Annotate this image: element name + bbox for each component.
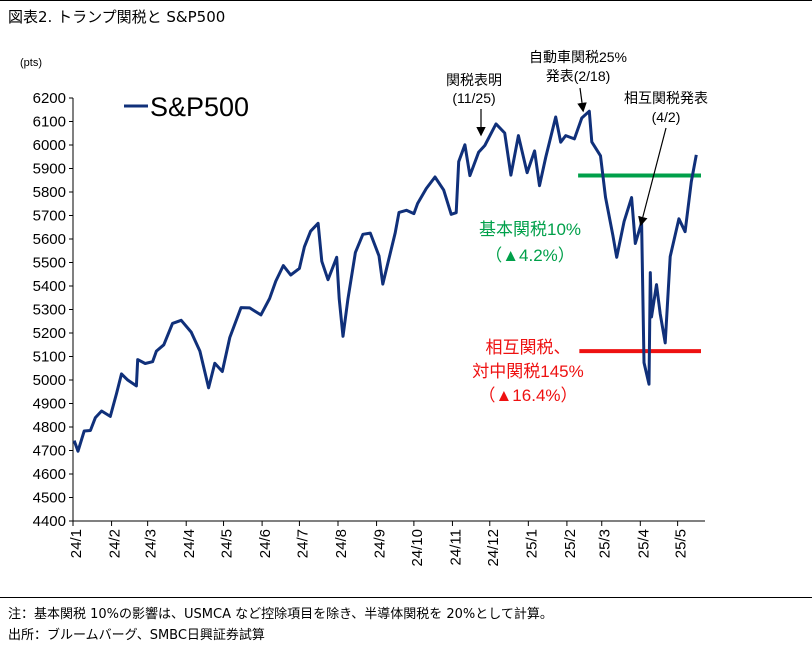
sp500-chart: (pts) 4400 4500 4600 4700 4800 4900 5000 5100 52… <box>20 49 708 567</box>
x-tick-label: 25/5 <box>673 529 690 558</box>
x-tick-label: 25/3 <box>597 529 614 558</box>
base-tariff-change: （▲4.2%） <box>485 246 575 265</box>
y-tick-label: 4900 <box>33 396 66 413</box>
y-tick-label: 5600 <box>33 231 66 248</box>
y-tick-label: 5300 <box>33 302 66 319</box>
y-axis-ticks: 4400 4500 4600 4700 4800 4900 5000 5100 5200 5300… <box>33 90 73 530</box>
x-tick-label: 25/4 <box>635 529 652 558</box>
x-tick-label: 24/12 <box>485 529 502 567</box>
event3-date: (4/2) <box>652 109 681 125</box>
y-tick-label: 5200 <box>33 325 66 342</box>
y-tick-label: 4400 <box>33 513 66 530</box>
event2-label: 自動車関税25% <box>529 49 627 65</box>
event2-arrow <box>577 87 587 113</box>
x-tick-label: 24/6 <box>257 529 274 558</box>
event2-date: 発表(2/18) <box>546 68 611 84</box>
y-tick-label: 5800 <box>33 184 66 201</box>
x-tick-label: 24/2 <box>107 529 124 558</box>
x-axis-ticks: 24/1 24/2 24/3 24/4 24/5 24/6 24/7 24/8 24/9 24/1… <box>68 521 690 567</box>
x-tick-label: 24/4 <box>181 529 198 558</box>
y-tick-label: 5100 <box>33 349 66 366</box>
x-tick-label: 25/2 <box>562 529 579 558</box>
sp500-series-line <box>72 109 698 453</box>
y-tick-label: 5400 <box>33 278 66 295</box>
china-tariff-label: 対中関税145% <box>472 362 583 381</box>
y-tick-label: 4600 <box>33 466 66 483</box>
legend-label: S&P500 <box>150 92 249 122</box>
bottom-rule <box>0 597 812 598</box>
x-tick-label: 24/3 <box>143 529 160 558</box>
reciprocal-tariff-change: （▲16.4%） <box>478 386 577 405</box>
figure-title: 図表2. トランプ関税と S&P500 <box>8 8 226 26</box>
base-tariff-label: 基本関税10% <box>479 220 581 239</box>
y-tick-label: 4500 <box>33 490 66 507</box>
y-tick-label: 4700 <box>33 443 66 460</box>
y-tick-label: 6100 <box>33 114 66 131</box>
x-tick-label: 24/10 <box>409 529 426 567</box>
x-tick-label: 24/7 <box>294 529 311 558</box>
x-tick-label: 24/9 <box>372 529 389 558</box>
x-tick-label: 24/8 <box>333 529 350 558</box>
top-rule <box>0 0 812 1</box>
event1-label: 関税表明 <box>446 72 502 88</box>
y-tick-label: 5700 <box>33 208 66 225</box>
event1-date: (11/25) <box>452 90 495 106</box>
x-tick-label: 24/11 <box>447 529 464 565</box>
x-tick-label: 24/5 <box>219 529 236 558</box>
unit-label: (pts) <box>20 57 42 69</box>
footnote: 注：基本関税 10%の影響は、USMCA など控除項目を除き、半導体関税を 20… <box>8 607 553 622</box>
y-tick-label: 4800 <box>33 419 66 436</box>
y-tick-label: 5000 <box>33 372 66 389</box>
x-tick-label: 25/1 <box>523 529 540 558</box>
event3-label: 相互関税発表 <box>624 90 708 106</box>
source-note: 出所：ブルームバーグ、SMBC日興証券試算 <box>8 628 265 643</box>
y-tick-label: 5900 <box>33 161 66 178</box>
reciprocal-tariff-label: 相互関税、 <box>486 338 571 357</box>
event3-arrow <box>638 127 667 227</box>
y-tick-label: 5500 <box>33 255 66 272</box>
x-tick-label: 24/1 <box>68 529 85 558</box>
y-tick-label: 6000 <box>33 137 66 154</box>
y-tick-label: 6200 <box>33 90 66 107</box>
